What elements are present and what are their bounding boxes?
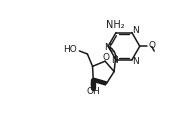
Text: O: O [149, 41, 156, 50]
Text: OH: OH [86, 87, 100, 96]
Text: N: N [112, 56, 118, 65]
Polygon shape [92, 80, 94, 88]
Text: N: N [132, 58, 139, 67]
Text: HO: HO [63, 45, 77, 54]
Text: O: O [102, 53, 109, 62]
Text: NH₂: NH₂ [106, 20, 125, 30]
Text: N: N [104, 43, 111, 52]
Text: N: N [132, 26, 139, 35]
